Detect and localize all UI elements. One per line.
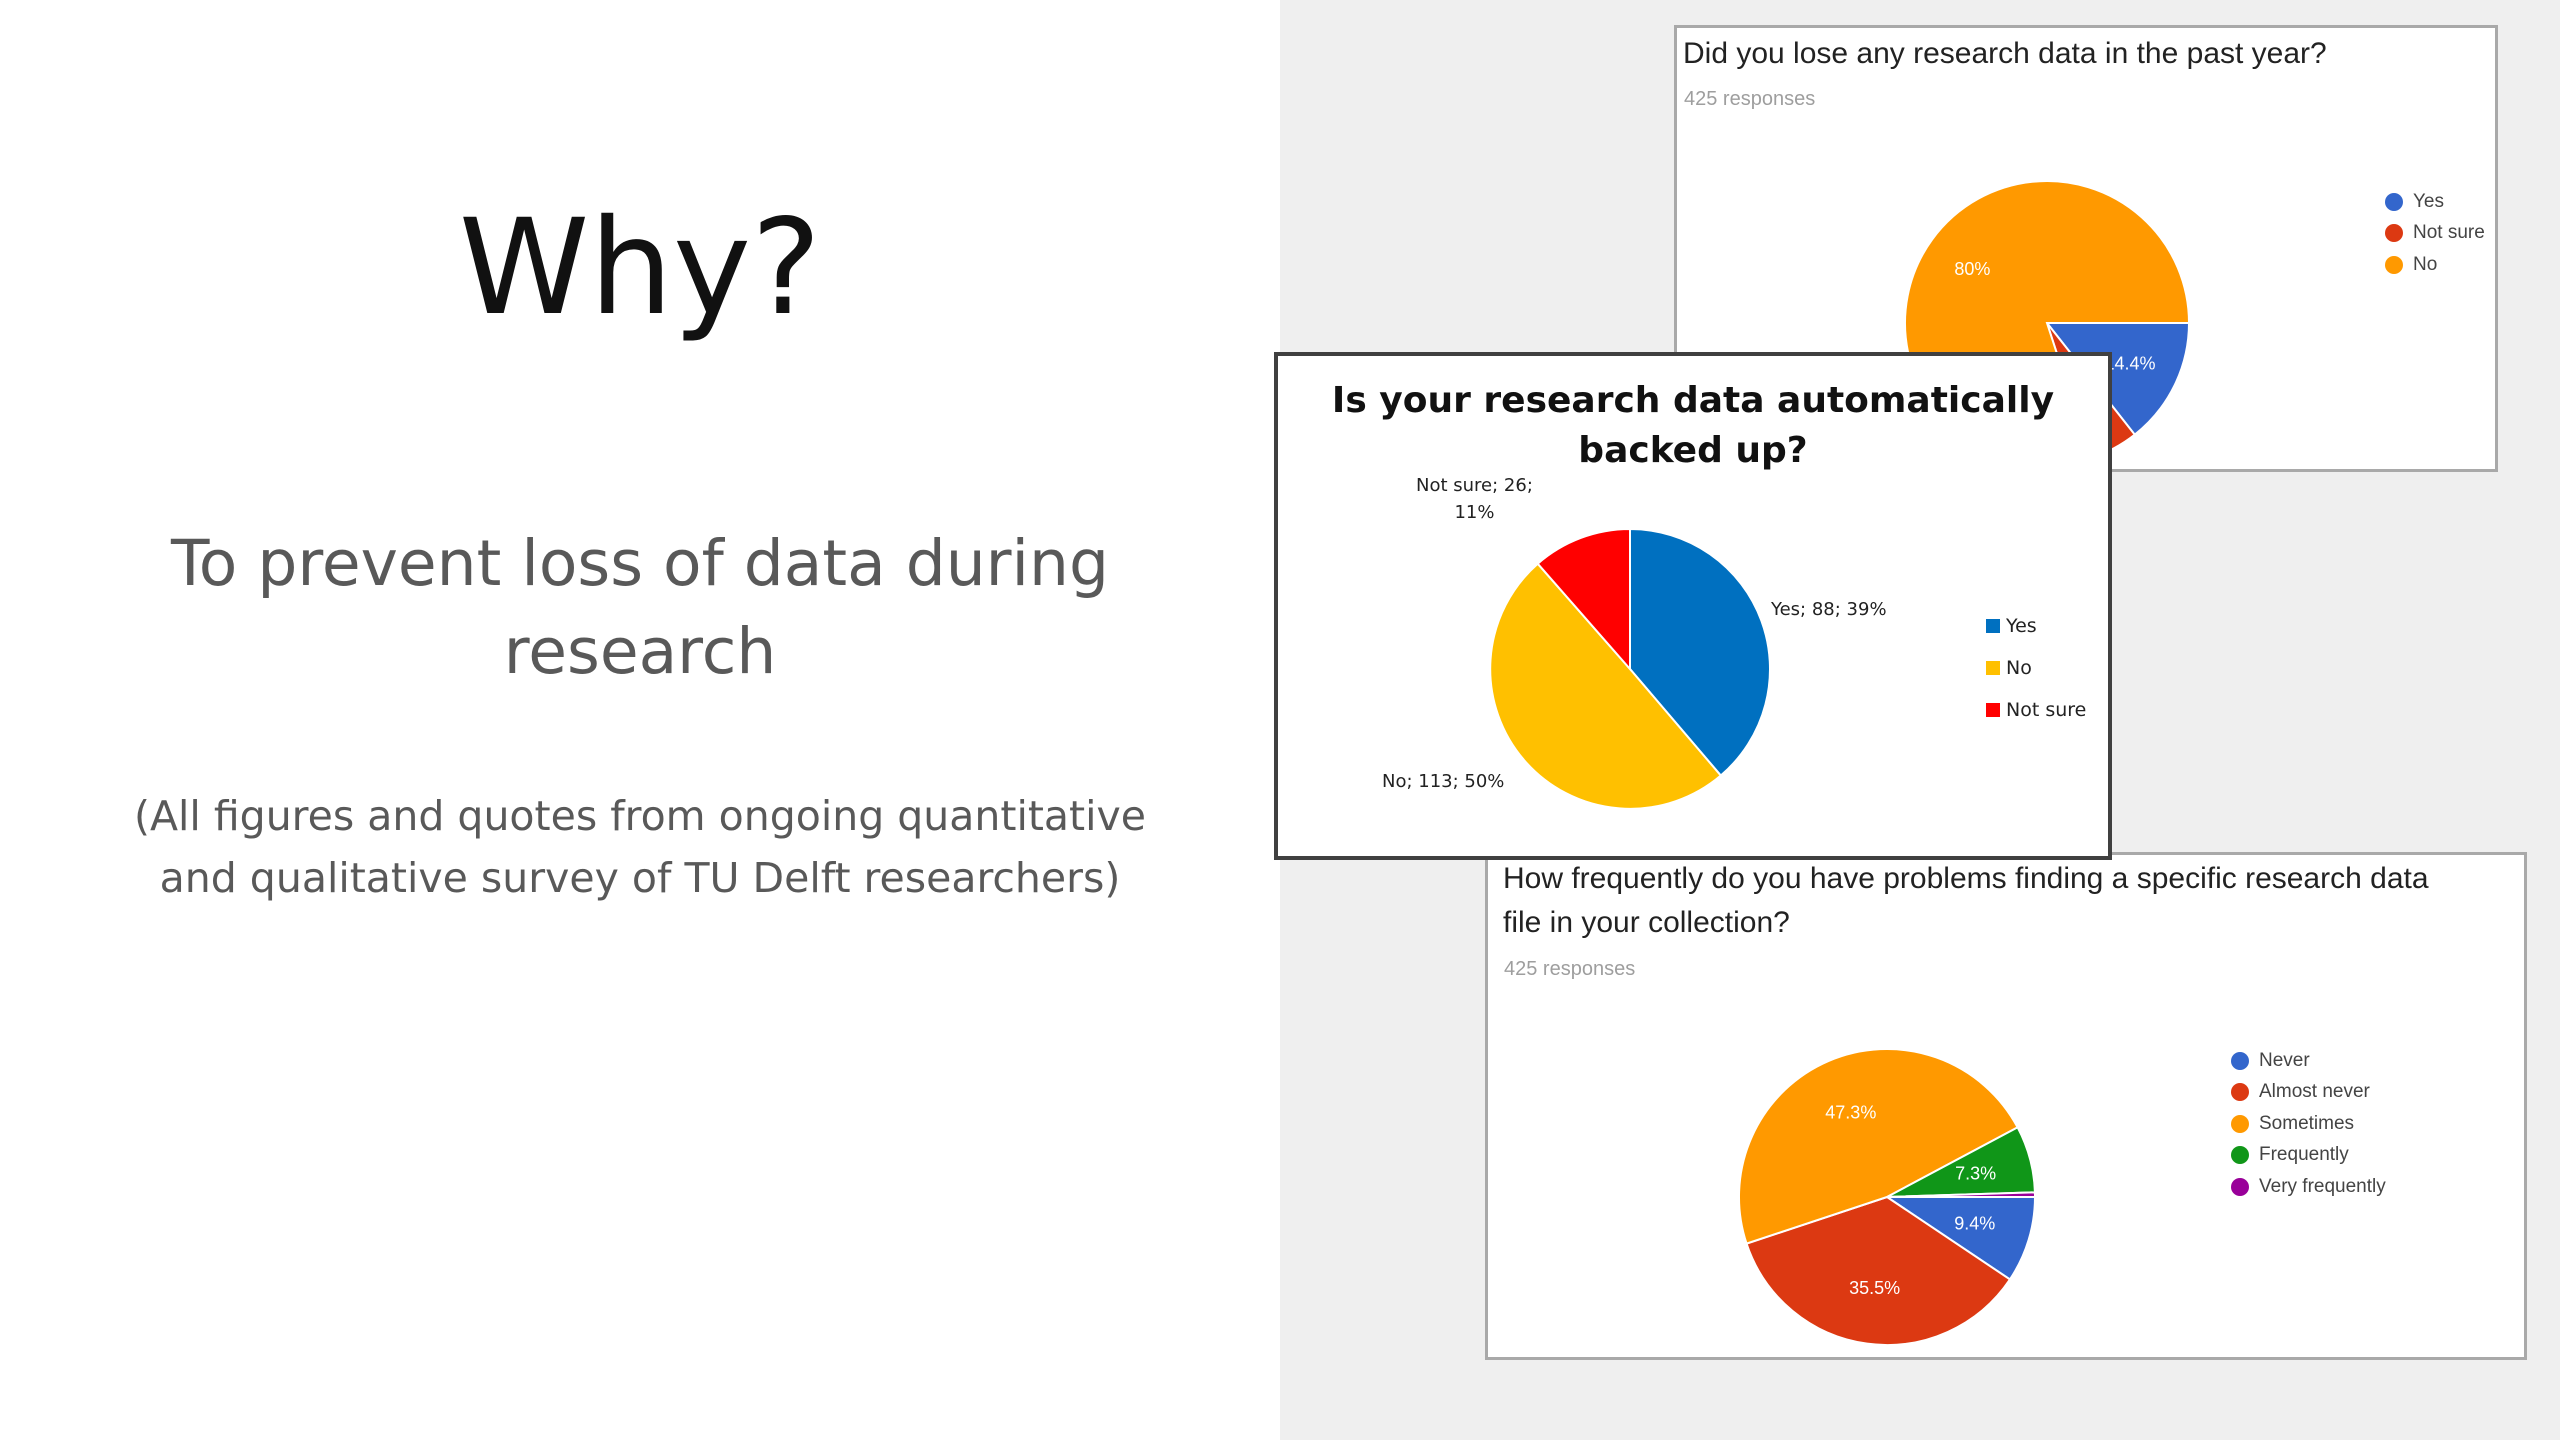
data-label-line: No; 113; 50% <box>1382 771 1505 792</box>
legend-swatch <box>2231 1177 2249 1196</box>
pie-chart-finding-files: 9.4% 35.5% 47.3% 7.3% <box>1738 1047 2037 1346</box>
data-label-line: Yes; 88; 39% <box>1771 599 1887 620</box>
legend-label: Not sure <box>2006 699 2087 721</box>
legend-swatch <box>1986 703 2000 717</box>
legend-swatch <box>2231 1114 2249 1133</box>
pie-slice-never <box>1883 1196 2037 1281</box>
legend-label: Yes <box>2413 190 2444 212</box>
slide-note-line: and qualitative survey of TU Delft resea… <box>159 853 1121 902</box>
data-label-not-sure: Not sure; 26; 11% <box>1416 472 1533 526</box>
pie-slice-not-sure <box>1536 527 1631 672</box>
legend-label: Not sure <box>2413 222 2485 244</box>
pie-slice-sometimes <box>1738 1047 2019 1245</box>
legend-swatch <box>2231 1051 2249 1070</box>
legend-swatch <box>2385 192 2403 211</box>
data-label-frequently: 7.3% <box>1955 1163 1996 1183</box>
legend-label: Yes <box>2006 615 2037 637</box>
pie-slice-very-frequently <box>1886 1191 2037 1198</box>
legend-label: No <box>2006 657 2032 679</box>
legend-item: Sometimes <box>2231 1108 2386 1140</box>
response-count: 425 responses <box>1504 958 1636 980</box>
chart-title-line: backed up? <box>1578 429 1808 471</box>
legend-swatch <box>2385 255 2403 274</box>
data-label-no: 80% <box>1954 259 1990 279</box>
slide-subtitle: To prevent loss of data during research <box>0 520 1280 696</box>
legend-swatch <box>2231 1083 2249 1102</box>
legend-label: Almost never <box>2259 1081 2370 1103</box>
slide-left-panel: Why? To prevent loss of data during rese… <box>0 191 1280 909</box>
slide-title: Why? <box>458 191 822 345</box>
pie-slice-yes <box>1629 527 1771 777</box>
legend-swatch <box>2385 224 2403 243</box>
legend-item: Frequently <box>2231 1140 2386 1172</box>
slide-subtitle-line: To prevent loss of data during <box>171 527 1109 600</box>
legend-item: No <box>2385 249 2485 281</box>
legend-item: Never <box>2231 1045 2386 1077</box>
pie-slice-almost-never <box>1745 1195 2012 1346</box>
chart-title: Is your research data automatically back… <box>1278 376 2108 475</box>
legend-label: No <box>2413 253 2438 275</box>
legend-item: Yes <box>1986 605 2086 647</box>
legend-swatch <box>2231 1146 2249 1165</box>
pie-slice-no <box>1489 562 1723 810</box>
data-label-line: 11% <box>1454 502 1495 523</box>
legend-label: Never <box>2259 1049 2310 1071</box>
chart-title: Did you lose any research data in the pa… <box>1683 32 2327 76</box>
data-label-no: No; 113; 50% <box>1382 768 1504 795</box>
legend-item: Not sure <box>1986 689 2086 731</box>
data-label-yes: 14.4% <box>2104 353 2155 373</box>
chart-legend: Never Almost never Sometimes Frequently … <box>2231 1045 2386 1203</box>
data-label-sometimes: 47.3% <box>1825 1103 1876 1123</box>
legend-item: Yes <box>2385 186 2485 218</box>
chart-legend: Yes Not sure No <box>2385 186 2485 281</box>
data-label-line: Not sure; 26; <box>1416 475 1533 496</box>
legend-label: Frequently <box>2259 1144 2349 1166</box>
response-count: 425 responses <box>1684 88 1816 110</box>
chart-title: How frequently do you have problems find… <box>1503 857 2429 944</box>
legend-item: No <box>1986 647 2086 689</box>
chart-title-line: Did you lose any research data in the pa… <box>1683 37 2327 70</box>
legend-swatch <box>1986 661 2000 675</box>
data-label-never: 9.4% <box>1954 1214 1995 1234</box>
data-label-yes: Yes; 88; 39% <box>1771 596 1887 623</box>
slide-subtitle-line: research <box>503 615 777 689</box>
pie-slice-yes <box>2044 322 2191 437</box>
legend-item: Very frequently <box>2231 1171 2386 1203</box>
legend-item: Not sure <box>2385 218 2485 250</box>
chart-card-backup: Is your research data automatically back… <box>1274 352 2112 860</box>
legend-swatch <box>1986 619 2000 633</box>
data-label-almost-never: 35.5% <box>1849 1278 1900 1298</box>
chart-legend: Yes No Not sure <box>1986 605 2086 731</box>
legend-label: Very frequently <box>2259 1175 2386 1197</box>
slide-note-line: (All figures and quotes from ongoing qua… <box>133 792 1147 840</box>
slide-note: (All figures and quotes from ongoing qua… <box>0 786 1280 909</box>
chart-title-line: file in your collection? <box>1503 905 1790 939</box>
pie-chart-backup <box>1489 527 1771 810</box>
chart-title-line: Is your research data automatically <box>1331 380 2055 421</box>
chart-title-line: How frequently do you have problems find… <box>1503 862 2429 895</box>
legend-item: Almost never <box>2231 1077 2386 1109</box>
legend-label: Sometimes <box>2259 1112 2355 1134</box>
chart-card-finding-files: How frequently do you have problems find… <box>1485 852 2527 1360</box>
